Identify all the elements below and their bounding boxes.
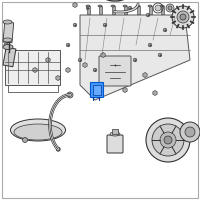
Ellipse shape [148, 5, 152, 7]
FancyBboxPatch shape [99, 56, 131, 86]
Bar [93, 85, 101, 95]
Bar [3, 47, 16, 67]
Circle shape [66, 43, 70, 47]
Circle shape [146, 118, 190, 162]
Polygon shape [56, 75, 60, 80]
Circle shape [4, 43, 8, 47]
Circle shape [103, 23, 107, 27]
Bar [136, 6, 140, 14]
Ellipse shape [3, 45, 13, 49]
Bar [112, 6, 114, 14]
Ellipse shape [160, 5, 164, 7]
Circle shape [163, 28, 167, 32]
Bar [98, 6, 102, 14]
Polygon shape [33, 68, 37, 72]
Circle shape [160, 132, 176, 148]
Circle shape [168, 6, 172, 10]
Circle shape [148, 43, 152, 47]
Polygon shape [46, 58, 50, 62]
Circle shape [177, 11, 189, 23]
Circle shape [164, 136, 172, 144]
Polygon shape [143, 72, 147, 77]
Bar [86, 6, 90, 14]
Bar [148, 6, 152, 14]
Bar [160, 6, 164, 14]
Ellipse shape [10, 119, 66, 141]
FancyBboxPatch shape [90, 82, 104, 98]
Bar [112, 129, 118, 134]
Circle shape [56, 147, 60, 151]
Circle shape [158, 53, 162, 57]
Polygon shape [80, 15, 190, 100]
Ellipse shape [123, 5, 127, 7]
Ellipse shape [110, 132, 120, 136]
Circle shape [93, 68, 97, 72]
Bar [124, 6, 127, 14]
Bar [3, 22, 14, 43]
Circle shape [78, 58, 82, 62]
Circle shape [4, 36, 8, 40]
Polygon shape [73, 2, 77, 7]
Circle shape [166, 4, 174, 12]
Circle shape [180, 122, 200, 142]
Circle shape [7, 39, 11, 43]
Polygon shape [153, 90, 157, 96]
Ellipse shape [3, 20, 12, 24]
Bar [8, 85, 58, 92]
Circle shape [128, 6, 132, 10]
Polygon shape [123, 88, 127, 92]
Circle shape [133, 58, 137, 62]
Circle shape [22, 138, 28, 142]
Circle shape [73, 23, 77, 27]
Ellipse shape [98, 5, 102, 7]
Polygon shape [66, 68, 70, 72]
Circle shape [155, 5, 161, 11]
Ellipse shape [136, 5, 140, 7]
FancyBboxPatch shape [107, 135, 123, 153]
Circle shape [172, 6, 194, 28]
Ellipse shape [111, 5, 115, 7]
Polygon shape [83, 62, 87, 68]
Circle shape [146, 13, 150, 17]
Circle shape [180, 14, 186, 20]
Ellipse shape [14, 124, 62, 140]
Circle shape [152, 124, 184, 156]
Circle shape [185, 127, 195, 137]
Circle shape [86, 6, 90, 10]
Polygon shape [101, 52, 105, 58]
Bar [5, 50, 60, 85]
Circle shape [67, 92, 73, 98]
Ellipse shape [86, 5, 90, 7]
Circle shape [4, 58, 8, 62]
Circle shape [113, 63, 117, 67]
Ellipse shape [3, 38, 12, 42]
